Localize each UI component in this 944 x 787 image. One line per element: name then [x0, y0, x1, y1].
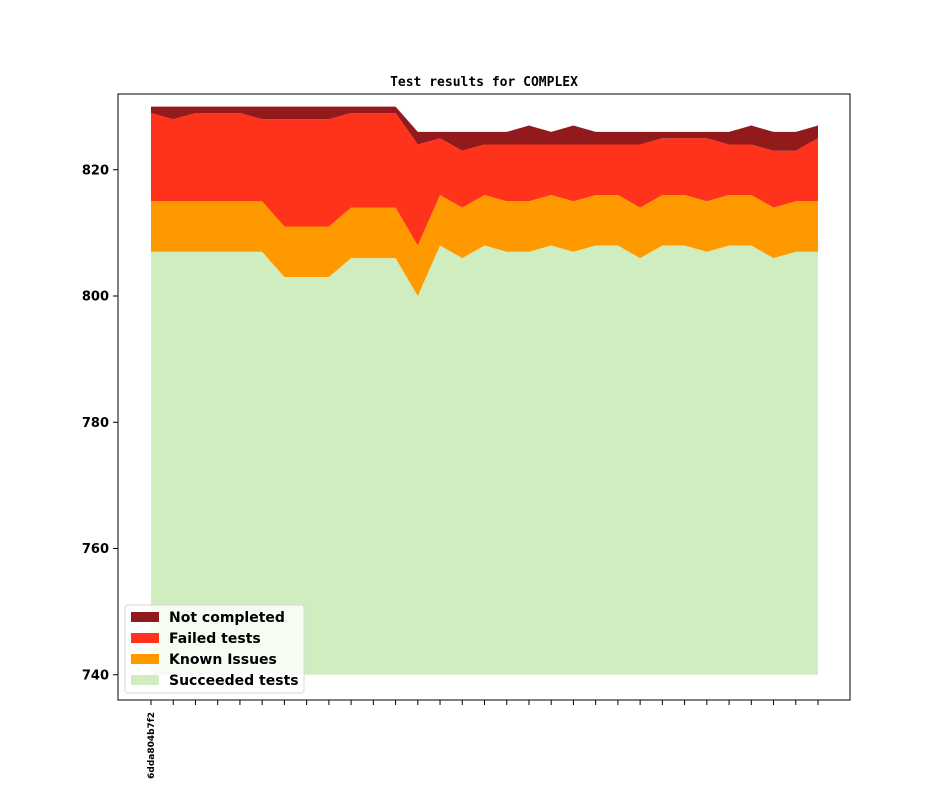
legend-label-failed-tests: Failed tests [169, 631, 261, 647]
area-layer [151, 106, 818, 675]
legend-label-not-completed: Not completed [169, 610, 285, 626]
x-tick-label: 6dda804b7f2 [147, 712, 157, 779]
y-tick-label-800: 800 [82, 290, 109, 305]
area-failed-tests [151, 112, 818, 246]
y-tick-label-780: 780 [82, 416, 109, 431]
area-not-completed [151, 106, 818, 151]
legend-swatch-succeeded-tests [131, 675, 159, 685]
legend: Not completed Failed tests Known Issues Suc… [124, 604, 305, 694]
legend-label-succeeded-tests: Succeeded tests [169, 673, 299, 689]
legend-box [124, 604, 305, 694]
y-tick-label-760: 760 [82, 542, 109, 557]
legend-swatch-known-issues [131, 654, 159, 664]
x-axis: 6dda804b7f2 [147, 700, 819, 779]
legend-swatch-not-completed [131, 612, 159, 622]
y-tick-label-820: 820 [82, 163, 109, 178]
legend-swatch-failed-tests [131, 633, 159, 643]
area-succeeded-tests [151, 245, 818, 675]
y-tick-label-740: 740 [82, 668, 109, 683]
legend-label-known-issues: Known Issues [169, 652, 277, 668]
y-axis: 740 760 780 800 820 [82, 163, 118, 683]
chart-title: Test results for COMPLEX [390, 75, 578, 90]
area-known-issues [151, 195, 818, 296]
